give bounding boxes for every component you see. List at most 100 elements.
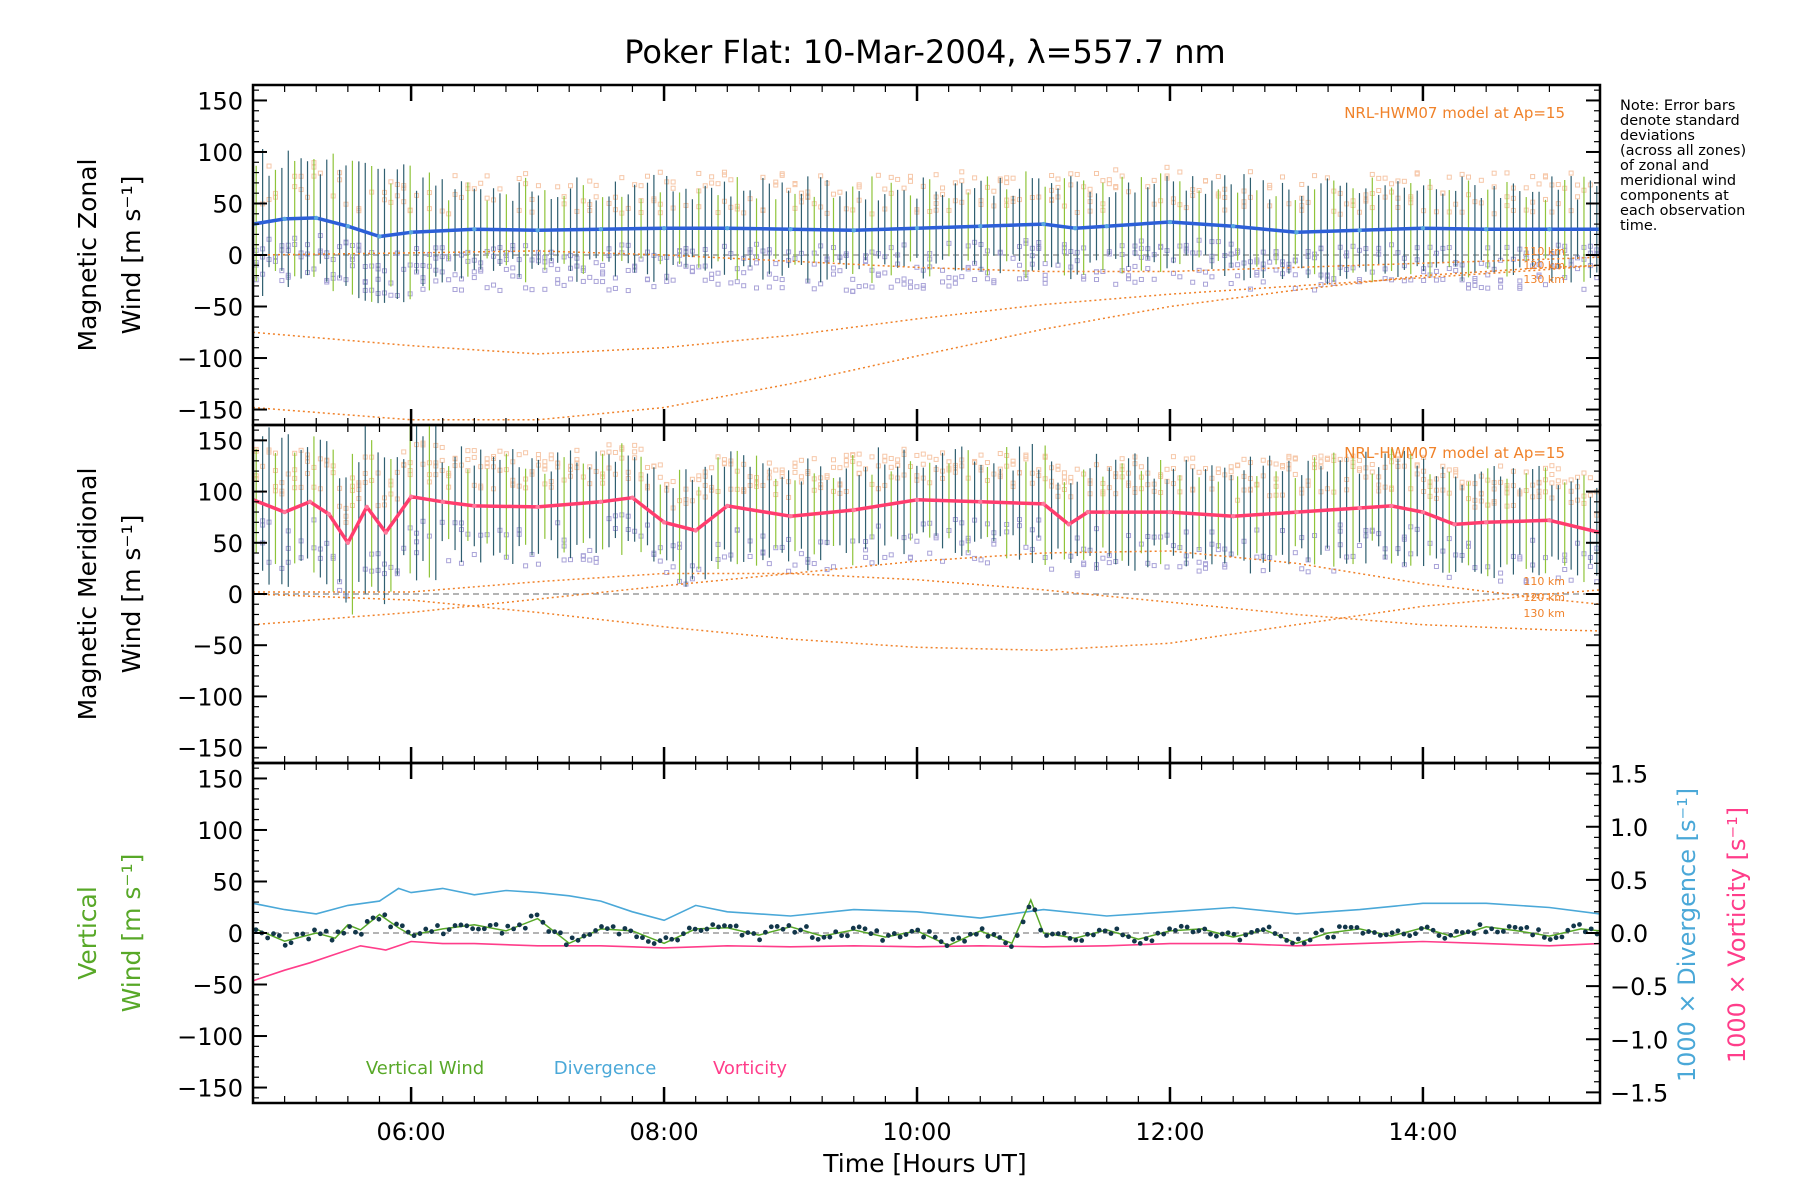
- wind-point: [630, 495, 635, 500]
- y-tick-label: 50: [212, 868, 243, 896]
- vertical-wind-point: [1536, 927, 1541, 933]
- wind-point: [440, 499, 445, 505]
- zone-sample-point: [1055, 176, 1061, 182]
- zone-sample-point: [420, 286, 426, 292]
- vertical-wind-point: [1085, 931, 1090, 937]
- zone-sample-point: [811, 286, 817, 292]
- vertical-wind-point: [1395, 928, 1401, 934]
- zone-sample-point: [715, 181, 721, 187]
- vertical-wind-point: [1173, 927, 1178, 933]
- zone-sample-point: [875, 172, 881, 178]
- wind-point: [535, 504, 540, 510]
- zone-sample-point: [888, 284, 894, 290]
- zone-sample-point: [1004, 175, 1010, 181]
- wind-point: [1483, 520, 1489, 525]
- vertical-wind-point: [616, 931, 622, 937]
- zone-sample-point: [491, 282, 497, 288]
- vertical-wind-point: [809, 935, 815, 940]
- zone-sample-point: [1042, 280, 1048, 286]
- vertical-wind-point: [681, 931, 686, 937]
- vertical-wind-point: [1366, 929, 1372, 934]
- x-tick-label: 06:00: [377, 1118, 446, 1146]
- vertical-wind-point: [1120, 932, 1126, 938]
- zone-sample-point: [670, 185, 676, 191]
- zone-sample-point: [600, 271, 606, 277]
- zone-sample-point: [1408, 277, 1414, 283]
- zone-sample-point: [792, 181, 798, 187]
- vertical-wind-point: [335, 929, 341, 935]
- zone-sample-point: [1113, 185, 1119, 191]
- x-axis-title: Time [Hours UT]: [822, 1149, 1026, 1178]
- zone-sample-point: [721, 460, 727, 466]
- vertical-wind-point: [282, 942, 288, 948]
- zone-sample-point: [1170, 454, 1176, 460]
- zone-sample-point: [1177, 169, 1183, 175]
- vertical-wind-point: [1014, 933, 1020, 938]
- zone-sample-point: [914, 538, 920, 544]
- divergence-axis-title: 1000 × Divergence [s⁻¹]: [1673, 788, 1701, 1082]
- note-line: each observation: [1620, 203, 1745, 219]
- vertical-wind-point: [1254, 928, 1260, 933]
- vertical-wind-point: [821, 934, 827, 940]
- wind-point: [914, 497, 920, 502]
- vertical-wind-point: [991, 932, 997, 937]
- zone-sample-point: [1254, 554, 1260, 560]
- y2-tick-label: 1.0: [1610, 814, 1648, 842]
- zone-sample-point: [837, 465, 843, 471]
- vertical-wind-point: [1500, 929, 1506, 934]
- vertical-wind-point: [768, 924, 774, 930]
- zone-sample-point: [798, 457, 804, 463]
- zone-sample-point: [895, 278, 901, 284]
- zone-sample-point: [696, 477, 702, 483]
- vertical-wind-point: [1325, 935, 1331, 940]
- zone-sample-point: [1485, 272, 1491, 278]
- zone-sample-point: [580, 278, 586, 284]
- zone-sample-point: [471, 269, 477, 275]
- vertical-wind-point: [1114, 926, 1120, 932]
- vertical-wind-point: [517, 922, 522, 928]
- zone-sample-point: [439, 444, 445, 450]
- vertical-wind-point: [1459, 930, 1465, 935]
- vertical-wind-point: [1454, 929, 1459, 934]
- zone-sample-point: [798, 474, 804, 480]
- vertical-wind-point: [698, 928, 704, 933]
- vertical-wind-point: [745, 930, 751, 935]
- zone-sample-point: [824, 474, 830, 480]
- zone-sample-point: [1228, 281, 1234, 287]
- zone-sample-point: [843, 452, 849, 458]
- zone-sample-point: [933, 535, 939, 541]
- zone-sample-point: [600, 262, 606, 268]
- zone-sample-point: [478, 180, 484, 186]
- vertical-wind-point: [358, 931, 364, 937]
- zone-sample-point: [1498, 578, 1504, 584]
- zone-sample-point: [920, 283, 926, 289]
- zone-sample-point: [1049, 566, 1055, 572]
- vertical-wind-point: [417, 931, 423, 936]
- vertical-wind-point: [1020, 919, 1026, 925]
- zone-sample-point: [625, 267, 631, 273]
- zone-sample-point: [830, 564, 836, 570]
- zone-sample-point: [721, 457, 727, 463]
- zone-sample-point: [1010, 175, 1016, 181]
- zone-sample-point: [754, 260, 760, 266]
- zone-sample-point: [484, 285, 490, 291]
- wind-point: [1167, 509, 1173, 515]
- wind-point: [1547, 518, 1552, 523]
- wind-point: [1041, 501, 1046, 507]
- vertical-wind-point: [622, 926, 628, 931]
- wind-point: [978, 223, 983, 229]
- vertical-wind-point: [722, 923, 727, 929]
- zone-sample-point: [632, 442, 638, 448]
- zone-sample-point: [1575, 182, 1581, 188]
- zone-sample-point: [1049, 173, 1055, 179]
- zone-sample-point: [1568, 170, 1574, 176]
- vertical-wind-point: [891, 931, 897, 936]
- vertical-wind-point: [312, 927, 317, 933]
- zone-sample-point: [433, 278, 439, 284]
- zone-sample-point: [901, 185, 907, 191]
- zone-sample-point: [882, 458, 888, 464]
- zone-sample-point: [1126, 273, 1132, 279]
- zone-sample-point: [1485, 285, 1491, 291]
- x-tick-label: 12:00: [1135, 1118, 1204, 1146]
- wind-point: [1547, 227, 1552, 232]
